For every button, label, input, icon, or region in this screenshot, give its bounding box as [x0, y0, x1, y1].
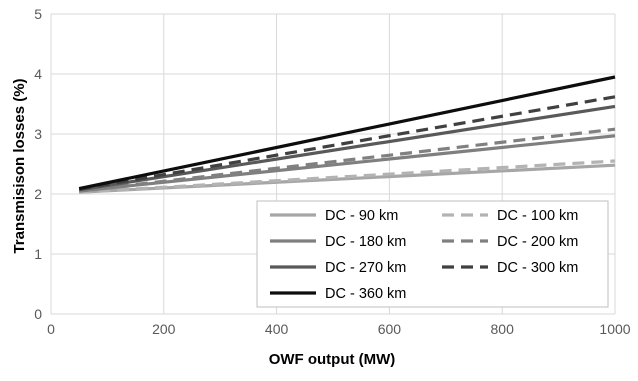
x-tick-label: 0	[47, 321, 55, 337]
x-tick-label: 1000	[599, 321, 630, 337]
legend-item: DC - 200 km	[442, 234, 578, 250]
axes: 0 200 400 600 800 1000 0 1 2 3 4 5	[34, 6, 631, 337]
legend-label: DC - 360 km	[325, 286, 406, 302]
series-line-dc-300-km	[78, 95, 616, 191]
legend-item: DC - 360 km	[270, 286, 406, 302]
grid	[50, 13, 616, 315]
legend-label: DC - 180 km	[325, 234, 406, 250]
legend-item: DC - 100 km	[442, 208, 578, 224]
series-line-dc-100-km	[79, 159, 616, 194]
y-tick-label: 4	[34, 66, 42, 82]
series-line-dc-270-km	[78, 104, 616, 192]
series-lines	[78, 75, 616, 194]
legend-item: DC - 90 km	[270, 208, 398, 224]
legend-label: DC - 90 km	[325, 208, 398, 224]
x-axis-title: OWF output (MW)	[269, 351, 396, 368]
legend: DC - 90 km DC - 180 km DC - 270 km DC - 360…	[256, 200, 609, 308]
x-tick-label: 800	[491, 321, 515, 337]
legend-box	[256, 200, 609, 308]
legend-label: DC - 200 km	[497, 234, 578, 250]
legend-item: DC - 180 km	[270, 234, 406, 250]
legend-item: DC - 300 km	[442, 260, 578, 276]
y-tick-label: 0	[34, 306, 42, 322]
y-tick-label: 3	[34, 126, 42, 142]
x-tick-label: 400	[265, 321, 289, 337]
x-tick-label: 200	[152, 321, 176, 337]
y-tick-label: 2	[34, 186, 42, 202]
legend-label: DC - 100 km	[497, 208, 578, 224]
series-line-dc-90-km	[79, 163, 616, 194]
legend-label: DC - 270 km	[325, 260, 406, 276]
y-axis-title: Transmisison losses (%)	[11, 78, 28, 253]
y-tick-label: 5	[34, 6, 42, 22]
series-line-dc-180-km	[79, 134, 616, 193]
legend-label: DC - 300 km	[497, 260, 578, 276]
x-tick-label: 600	[378, 321, 402, 337]
series-line-dc-360-km	[78, 75, 616, 191]
series-line-dc-200-km	[79, 127, 616, 193]
y-tick-label: 1	[34, 246, 42, 262]
legend-item: DC - 270 km	[270, 260, 406, 276]
